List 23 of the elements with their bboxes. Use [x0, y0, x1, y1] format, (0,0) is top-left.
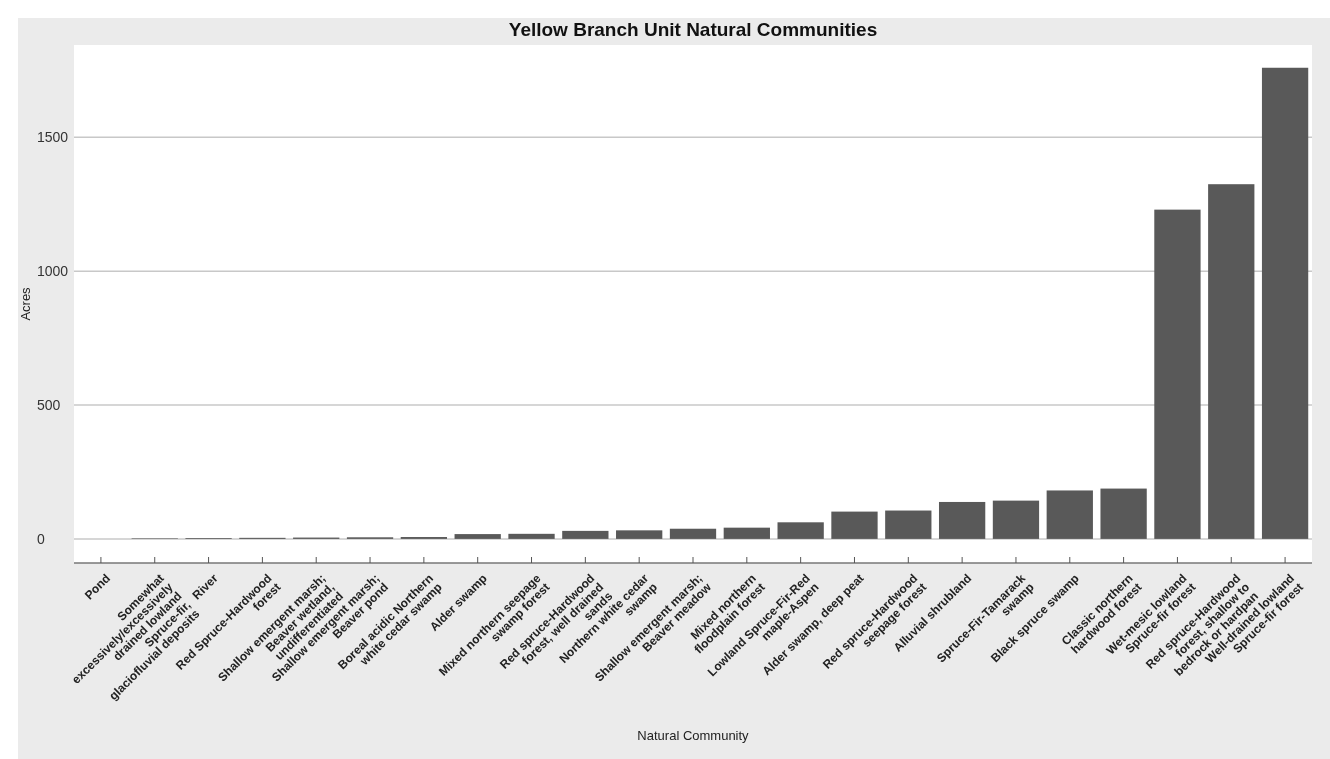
bar — [1154, 209, 1201, 539]
y-tick-label: 500 — [37, 396, 61, 413]
bar — [508, 533, 555, 539]
bar — [1261, 67, 1309, 539]
bar — [1100, 488, 1147, 539]
bar — [1046, 490, 1093, 539]
y-axis-title: Acres — [18, 286, 33, 321]
y-tick-label: 1000 — [37, 263, 69, 280]
bar — [777, 522, 824, 539]
y-tick-label: 1500 — [37, 129, 69, 146]
chart-title: Yellow Branch Unit Natural Communities — [508, 19, 878, 40]
bar — [669, 528, 717, 539]
bar — [723, 527, 770, 539]
bar — [616, 530, 663, 539]
bar — [992, 500, 1040, 539]
bar — [454, 534, 501, 539]
bar — [938, 501, 986, 539]
x-axis-title: Natural Community — [637, 728, 750, 743]
bar — [562, 530, 609, 539]
bar — [831, 511, 878, 539]
bar — [885, 510, 932, 539]
y-tick-label: 0 — [37, 530, 45, 547]
bar — [1208, 184, 1255, 539]
